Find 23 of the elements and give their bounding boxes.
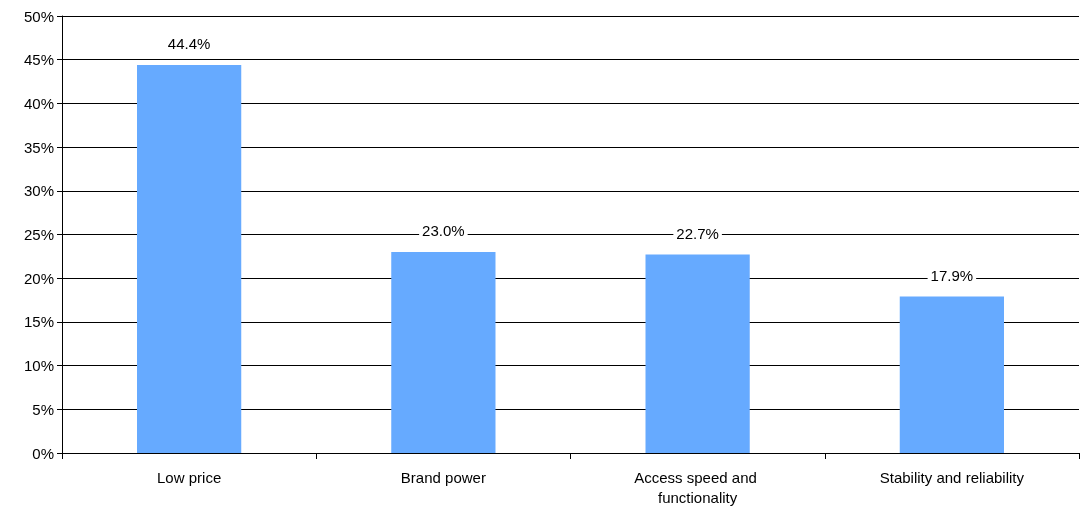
- bar: [137, 64, 242, 453]
- x-tick-label: Access speed and functionality: [634, 468, 761, 506]
- bar: [645, 254, 750, 453]
- y-tick-label: 5%: [32, 400, 54, 418]
- y-tick-label: 20%: [23, 269, 54, 287]
- data-label: 22.7%: [676, 224, 719, 242]
- bar: [899, 296, 1004, 453]
- y-tick-label: 15%: [23, 313, 54, 331]
- y-tick-label: 45%: [23, 51, 54, 69]
- x-tick-label: Brand power: [400, 468, 486, 486]
- y-tick-label: 50%: [23, 7, 54, 25]
- data-label: 17.9%: [930, 266, 974, 284]
- bar: [391, 251, 496, 453]
- x-tick-label: Low price: [157, 468, 222, 486]
- y-tick-label: 25%: [23, 226, 54, 243]
- data-label: 23.0%: [422, 221, 465, 239]
- y-tick-label: 35%: [23, 138, 54, 156]
- y-tick-label: 40%: [23, 94, 54, 112]
- y-tick-label: 30%: [23, 182, 54, 200]
- y-tick-label: 10%: [23, 357, 54, 375]
- y-tick-label: 0%: [32, 444, 54, 462]
- data-label: 44.4%: [167, 34, 211, 52]
- x-tick-label: Stability and reliability: [879, 468, 1025, 486]
